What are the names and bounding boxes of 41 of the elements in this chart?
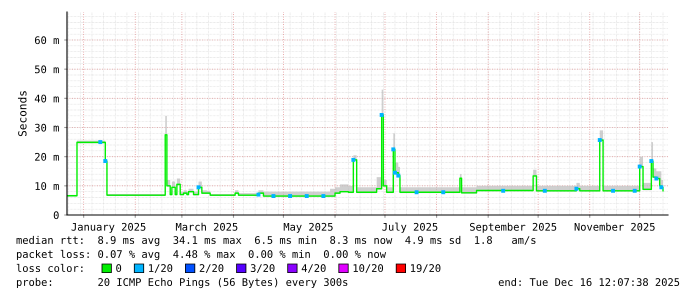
y-axis-title: Seconds <box>18 91 27 136</box>
x-tick-label: November 2025 <box>574 222 655 231</box>
legend-label: 0 <box>116 264 122 272</box>
y-tick-label: 20 m <box>35 152 59 161</box>
y-tick-label: 0 <box>54 211 59 220</box>
legend-label: 10/20 <box>354 264 384 273</box>
y-tick-label: 50 m <box>35 65 59 74</box>
text: packet loss: 0.07 % avg 4.48 % max 0.00 % min 0.00 % now <box>16 250 386 260</box>
point <box>654 176 658 181</box>
text: end: Tue Dec 16 12:07:38 2025 <box>498 278 680 286</box>
y-tick-label: 10 m <box>36 182 59 190</box>
legend-label: 4/20 <box>302 264 326 273</box>
text: median rtt: 8.9 ms avg 34.1 ms max 6.5 ms min 8.3 ms now 4.9 ms sd 1.8 am/s <box>16 236 536 246</box>
point <box>542 188 547 193</box>
point <box>103 159 108 164</box>
x-tick-label: September 2025 <box>470 222 556 233</box>
legend-label: 3/20 <box>250 264 275 273</box>
x-tick-label: May 2025 <box>284 222 333 233</box>
point <box>501 188 506 193</box>
y-tick-label: 60 m <box>34 36 59 44</box>
legend-title: loss color: <box>16 264 82 272</box>
point <box>611 188 616 193</box>
y-tick-label: 40 m <box>34 94 59 102</box>
point <box>351 158 356 162</box>
point <box>288 194 292 198</box>
point <box>256 192 260 197</box>
x-tick-label: March 2025 <box>176 222 238 231</box>
point <box>574 186 578 191</box>
point <box>271 194 276 198</box>
text: probe: 20 ICMP Echo Pings (56 Bytes) every 300s <box>16 278 348 288</box>
x-tick-label: July 2025 <box>382 222 438 233</box>
legend-label: 19/20 <box>411 264 440 273</box>
point <box>649 159 654 164</box>
point <box>304 194 309 198</box>
point <box>321 194 326 198</box>
y-tick-label: 30 m <box>34 124 59 132</box>
point <box>632 188 637 193</box>
legend-label: 2/20 <box>200 264 224 273</box>
x-tick-label: January 2025 <box>72 222 146 233</box>
point <box>98 140 102 144</box>
legend-label: 1/20 <box>149 264 172 273</box>
